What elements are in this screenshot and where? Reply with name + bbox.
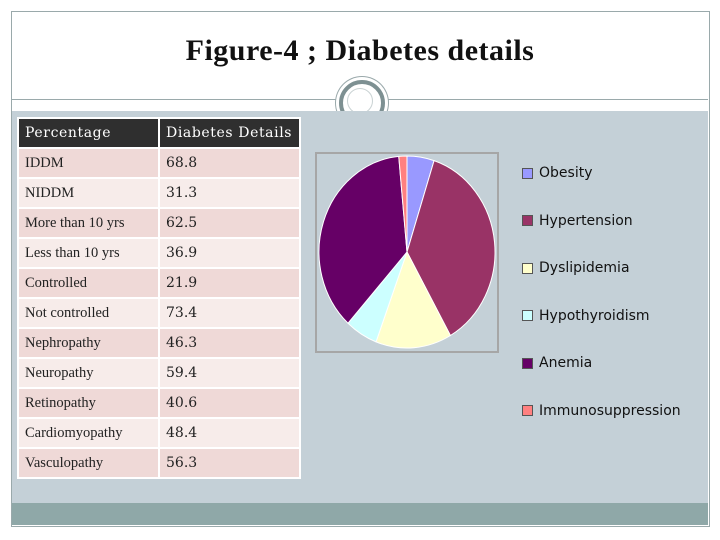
legend-swatch <box>522 262 533 274</box>
row-value: 46.3 <box>158 327 301 359</box>
table-row: Not controlled 73.4 <box>17 297 301 329</box>
pie-slice-hypertension <box>406 160 496 337</box>
table-row: More than 10 yrs 62.5 <box>17 207 301 239</box>
legend-label: Hypothyroidism <box>539 307 650 324</box>
legend-item-anemia: Anemia <box>522 355 592 371</box>
pie-chart <box>318 155 496 349</box>
table-row: Less than 10 yrs 36.9 <box>17 237 301 269</box>
row-label: Controlled <box>17 267 160 299</box>
row-label: Neuropathy <box>17 357 160 389</box>
legend-swatch <box>522 310 533 321</box>
row-label: Retinopathy <box>17 387 160 419</box>
legend-swatch <box>522 357 533 369</box>
table-row: IDDM 68.8 <box>17 147 301 179</box>
row-value: 62.5 <box>158 207 301 239</box>
row-label: Nephropathy <box>17 327 160 359</box>
row-label: Cardiomyopathy <box>17 417 160 449</box>
row-value: 21.9 <box>158 267 301 299</box>
pie-slice-immunosuppression <box>398 155 408 253</box>
table-row: Nephropathy 46.3 <box>17 327 301 359</box>
legend-swatch <box>522 405 533 416</box>
legend-item-dyslipidemia: Dyslipidemia <box>522 260 630 276</box>
legend-item-obesity: Obesity <box>522 165 592 181</box>
row-label: Vasculopathy <box>17 447 160 479</box>
header-percentage: Percentage <box>17 117 160 149</box>
table-row: Vasculopathy 56.3 <box>17 447 301 479</box>
table-row: Neuropathy 59.4 <box>17 357 301 389</box>
pie-chart-frame <box>315 152 499 353</box>
row-label: NIDDM <box>17 177 160 209</box>
table-row: Cardiomyopathy 48.4 <box>17 417 301 449</box>
table-row: Controlled 21.9 <box>17 267 301 299</box>
diabetes-details-table: Percentage Diabetes Details IDDM 68.8 NID… <box>17 117 301 479</box>
table-row: NIDDM 31.3 <box>17 177 301 209</box>
row-value: 48.4 <box>158 417 301 449</box>
row-value: 40.6 <box>158 387 301 419</box>
legend-swatch <box>522 167 533 179</box>
row-value: 31.3 <box>158 177 301 209</box>
legend-item-hypertension: Hypertension <box>522 213 633 229</box>
table-row: Retinopathy 40.6 <box>17 387 301 419</box>
legend-label: Obesity <box>539 165 593 181</box>
row-value: 68.8 <box>158 147 301 179</box>
table-header-row: Percentage Diabetes Details <box>17 117 301 149</box>
row-label: More than 10 yrs <box>17 207 160 239</box>
title-rule-left <box>12 99 340 100</box>
pie-chart-area <box>317 154 497 351</box>
slide-title: Figure-4 ; Diabetes details <box>185 34 535 67</box>
legend-label: Hypertension <box>539 212 633 229</box>
pie-slice-anemia <box>318 155 408 324</box>
legend-item-hypothyroidism: Hypothyroidism <box>522 308 650 324</box>
pie-slice-dyslipidemia <box>375 250 452 349</box>
legend-label: Dyslipidemia <box>539 260 630 276</box>
legend-label: Anemia <box>539 355 593 371</box>
row-value: 59.4 <box>158 357 301 389</box>
row-value: 73.4 <box>158 297 301 329</box>
row-value: 56.3 <box>158 447 301 479</box>
legend-item-immunosuppression: Immunosuppression <box>522 403 681 419</box>
title-rule-right <box>382 99 708 100</box>
row-value: 36.9 <box>158 237 301 269</box>
footer-bar <box>12 503 708 525</box>
legend-swatch <box>522 215 533 226</box>
row-label: Less than 10 yrs <box>17 237 160 269</box>
row-label: IDDM <box>17 147 160 179</box>
header-diabetes-details: Diabetes Details <box>158 117 301 149</box>
legend-label: Immunosuppression <box>539 402 681 419</box>
row-label: Not controlled <box>17 297 160 329</box>
